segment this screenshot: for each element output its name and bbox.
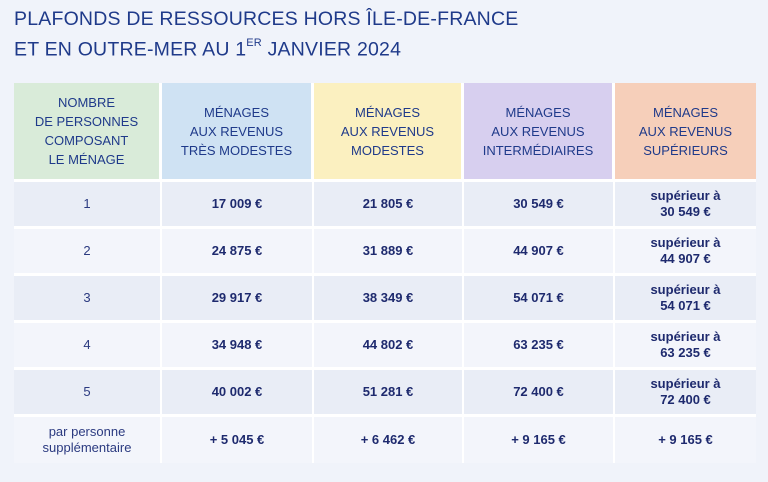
cell-intermediaires: 54 071 € [464, 273, 615, 320]
cell-modestes: 31 889 € [314, 226, 464, 273]
cell-intermediaires: 63 235 € [464, 320, 615, 367]
cell-superieurs: supérieur à 30 549 € [615, 179, 756, 226]
cell-tres-modestes: 40 002 € [162, 367, 314, 414]
cell-intermediaires: 44 907 € [464, 226, 615, 273]
cell-persons: 5 [14, 367, 162, 414]
page-title: PLAFONDS DE RESSOURCES HORS ÎLE-DE-FRANC… [14, 6, 518, 63]
cell-superieurs: supérieur à 72 400 € [615, 367, 756, 414]
cell-tres-modestes: 34 948 € [162, 320, 314, 367]
cell-tres-modestes: 24 875 € [162, 226, 314, 273]
cell-intermediaires: 30 549 € [464, 179, 615, 226]
cell-tres-modestes: + 5 045 € [162, 414, 314, 463]
cell-tres-modestes: 17 009 € [162, 179, 314, 226]
table-row: 2 24 875 € 31 889 € 44 907 € supérieur à… [14, 226, 756, 273]
cell-persons: 3 [14, 273, 162, 320]
cell-superieurs: + 9 165 € [615, 414, 756, 463]
cell-superieurs: supérieur à 54 071 € [615, 273, 756, 320]
cell-modestes: 21 805 € [314, 179, 464, 226]
table-header-row: NOMBRE DE PERSONNES COMPOSANT LE MÉNAGE … [14, 83, 756, 179]
table-row-extra-person: par personne supplémentaire + 5 045 € + 6… [14, 414, 756, 463]
income-ceilings-table: NOMBRE DE PERSONNES COMPOSANT LE MÉNAGE … [14, 83, 756, 463]
table-row: 1 17 009 € 21 805 € 30 549 € supérieur à… [14, 179, 756, 226]
cell-superieurs: supérieur à 63 235 € [615, 320, 756, 367]
header-superieurs: MÉNAGES AUX REVENUS SUPÉRIEURS [615, 83, 756, 179]
table-row: 3 29 917 € 38 349 € 54 071 € supérieur à… [14, 273, 756, 320]
header-tres-modestes: MÉNAGES AUX REVENUS TRÈS MODESTES [162, 83, 314, 179]
cell-modestes: + 6 462 € [314, 414, 464, 463]
title-line-1: PLAFONDS DE RESSOURCES HORS ÎLE-DE-FRANC… [14, 8, 519, 30]
cell-modestes: 38 349 € [314, 273, 464, 320]
cell-modestes: 44 802 € [314, 320, 464, 367]
table-row: 4 34 948 € 44 802 € 63 235 € supérieur à… [14, 320, 756, 367]
table-row: 5 40 002 € 51 281 € 72 400 € supérieur à… [14, 367, 756, 414]
cell-superieurs: supérieur à 44 907 € [615, 226, 756, 273]
cell-intermediaires: 72 400 € [464, 367, 615, 414]
title-line-2: ET EN OUTRE-MER AU 1ER JANVIER 2024 [14, 37, 402, 61]
cell-modestes: 51 281 € [314, 367, 464, 414]
cell-tres-modestes: 29 917 € [162, 273, 314, 320]
cell-intermediaires: + 9 165 € [464, 414, 615, 463]
header-persons: NOMBRE DE PERSONNES COMPOSANT LE MÉNAGE [14, 83, 162, 179]
cell-persons: 1 [14, 179, 162, 226]
header-intermediaires: MÉNAGES AUX REVENUS INTERMÉDIAIRES [464, 83, 615, 179]
cell-extra-person-label: par personne supplémentaire [14, 414, 162, 463]
title-superscript: ER [246, 37, 262, 49]
cell-persons: 2 [14, 226, 162, 273]
cell-persons: 4 [14, 320, 162, 367]
header-modestes: MÉNAGES AUX REVENUS MODESTES [314, 83, 464, 179]
